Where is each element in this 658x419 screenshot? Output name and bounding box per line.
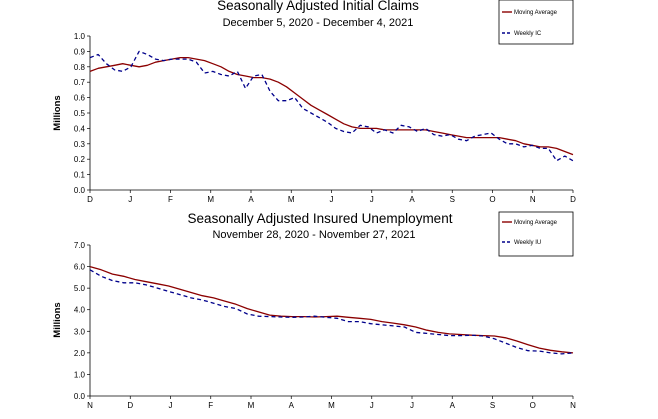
chart1-y-tick-label: 0.3 [74,140,86,149]
chart2-y-tick-label: 4.0 [74,306,86,315]
chart2-series-weekly-iu [89,269,574,355]
chart2-x-tick-label: A [450,401,456,410]
chart2-legend-label-moving-average: Moving Average [514,220,558,226]
chart2-x-tick-label: N [570,401,576,410]
chart2-axes: 0.0 1.0 2.0 3.0 4.0 5.0 6.0 7.0 N D J F M A M J J A S O N [74,241,576,410]
chart2-x-tick-label: J [169,401,173,410]
initial-claims-chart: Seasonally Adjusted Initial Claims Decem… [52,0,576,204]
chart1-series-weekly-ic [89,50,574,162]
chart2-x-tick-label: O [530,401,536,410]
chart1-x-tick-label: F [168,195,173,204]
chart2-x-tick-label: S [490,401,495,410]
chart2-x-tick-label: M [248,401,255,410]
chart1-x-tick-label: O [489,195,495,204]
chart1-y-tick-label: 0.7 [74,78,86,87]
insured-unemployment-chart: Seasonally Adjusted Insured Unemployment… [52,211,576,410]
chart2-legend: Moving Average Weekly IU [498,211,574,257]
chart2-x-tick-label: D [127,401,133,410]
chart1-x-tick-label: M [288,195,295,204]
chart2-y-tick-label: 0.0 [74,392,86,401]
chart1-subtitle: December 5, 2020 - December 4, 2021 [223,17,414,29]
chart1-y-tick-label: 0.5 [74,109,86,118]
chart1-y-tick-label: 0.6 [74,94,86,103]
chart1-y-tick-label: 1.0 [74,32,86,41]
chart1-legend-label-weekly-ic: Weekly IC [514,31,542,37]
chart1-y-tick-label: 0.0 [74,186,86,195]
chart2-x-tick-label: N [87,401,93,410]
chart2-y-tick-label: 5.0 [74,284,86,293]
chart1-y-tick-label: 0.2 [74,155,86,164]
chart1-y-tick-label: 0.9 [74,47,86,56]
chart2-ylabel: Millions [52,302,63,337]
chart2-legend-box [498,211,574,257]
chart2-y-tick-label: 1.0 [74,370,86,379]
chart1-x-tick-label: D [570,195,576,204]
chart2-x-tick-label: F [208,401,213,410]
chart1-series-moving-average [89,56,574,156]
chart2-y-tick-label: 2.0 [74,349,86,358]
chart1-legend-box [498,0,574,45]
chart1-x-tick-label: A [409,195,415,204]
chart1-x-tick-label: D [87,195,93,204]
chart1-legend-label-moving-average: Moving Average [514,10,558,16]
chart2-y-tick-label: 6.0 [74,263,86,272]
chart1-axes: 0.0 0.1 0.2 0.3 0.4 0.5 0.6 0.7 0.8 0.9 1.0 D J F M A M J… [74,32,576,204]
chart2-y-tick-label: 7.0 [74,241,86,250]
chart2-x-tick-label: M [328,401,335,410]
chart1-x-tick-label: J [370,195,374,204]
chart1-plot-area [89,50,574,162]
chart2-x-tick-label: J [370,401,374,410]
chart2-x-tick-label: J [410,401,414,410]
chart1-y-tick-label: 0.1 [74,171,86,180]
chart1-x-tick-label: S [450,195,455,204]
chart2-title: Seasonally Adjusted Insured Unemployment [188,211,453,226]
chart2-x-tick-label: A [289,401,295,410]
chart1-x-tick-label: J [330,195,334,204]
chart1-ylabel: Millions [52,95,63,130]
chart1-y-tick-label: 0.8 [74,63,86,72]
chart2-subtitle: November 28, 2020 - November 27, 2021 [212,229,415,241]
chart1-y-tick-label: 0.4 [74,124,86,133]
chart2-plot-area [89,265,574,355]
chart1-x-tick-label: M [207,195,214,204]
chart1-legend: Moving Average Weekly IC [498,0,574,45]
chart1-title: Seasonally Adjusted Initial Claims [217,0,419,13]
chart2-series-moving-average [89,265,574,354]
chart2-y-tick-label: 3.0 [74,327,86,336]
chart1-x-tick-label: J [128,195,132,204]
chart1-x-tick-label: N [530,195,536,204]
chart2-legend-label-weekly-iu: Weekly IU [514,240,541,246]
chart1-x-tick-label: A [248,195,254,204]
